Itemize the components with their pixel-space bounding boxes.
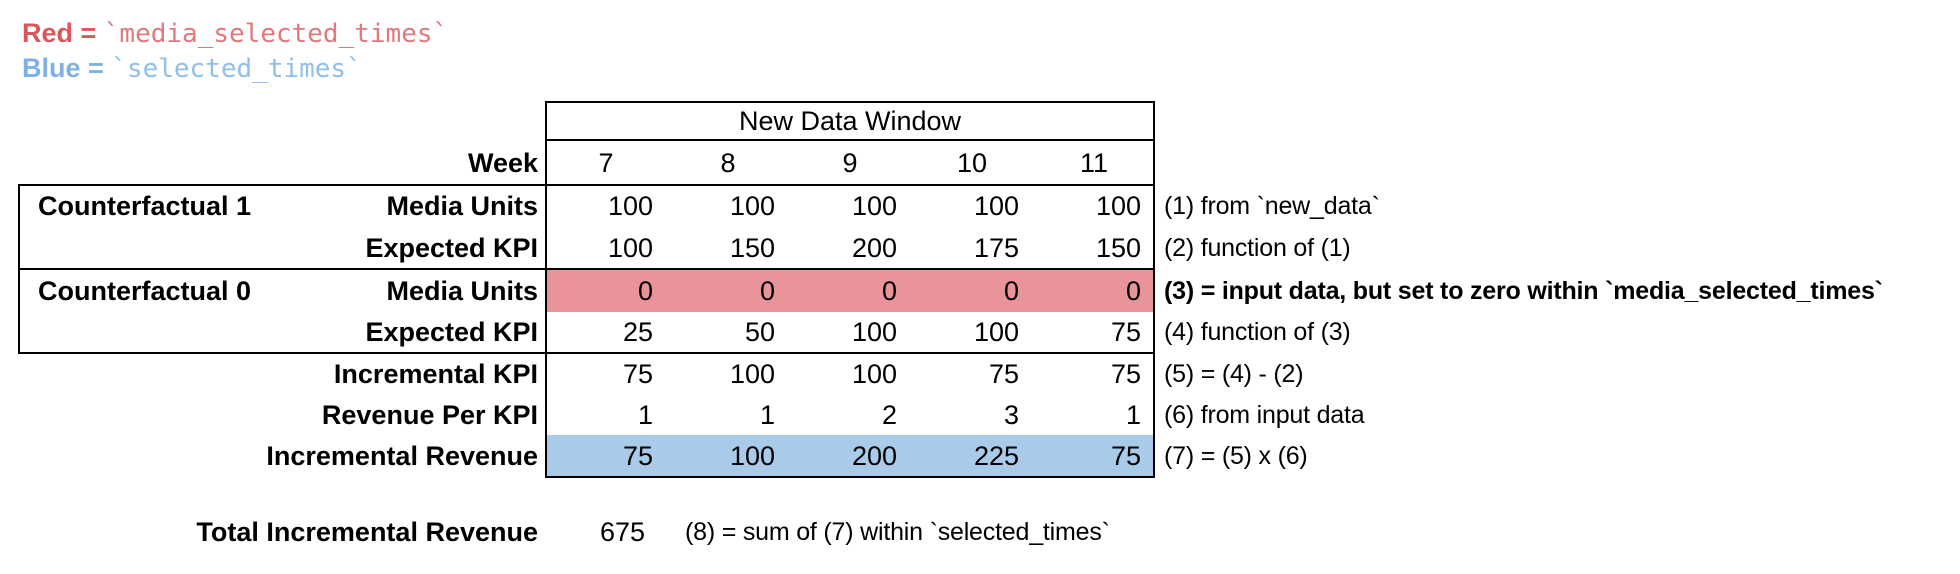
media-selected-times-highlight xyxy=(547,270,1153,312)
row-annotation: (1) from `new_data` xyxy=(1164,192,1380,220)
table-row-media-units-cf1: Counterfactual 1 Media Units 100 100 100… xyxy=(0,185,1960,227)
group-label: Counterfactual 0 xyxy=(38,276,252,306)
value-cell: 3 xyxy=(1003,400,1019,430)
table-row-incremental-kpi: Incremental KPI 75 100 100 75 75 (5) = (… xyxy=(0,353,1960,395)
value-cell: 75 xyxy=(1110,441,1141,471)
value-cell: 150 xyxy=(729,233,775,263)
week-cell: 8 xyxy=(720,148,736,178)
table-row-incremental-revenue: Incremental Revenue 75 100 200 225 75 (7… xyxy=(0,435,1960,477)
value-cell: 75 xyxy=(1110,359,1141,389)
table-row-revenue-per-kpi: Revenue Per KPI 1 1 2 3 1 (6) from input… xyxy=(0,394,1960,436)
value-cell: 0 xyxy=(1003,276,1019,306)
row-label: Incremental Revenue xyxy=(266,441,538,471)
week-label: Week xyxy=(467,148,538,178)
value-cell: 0 xyxy=(1125,276,1141,306)
row-label: Media Units xyxy=(386,276,538,306)
table-row-expected-kpi-cf0: Expected KPI 25 50 100 100 75 (4) functi… xyxy=(0,311,1960,353)
value-cell: 75 xyxy=(1110,317,1141,347)
value-cell: 100 xyxy=(607,233,653,263)
value-cell: 1 xyxy=(759,400,775,430)
total-label: Total Incremental Revenue xyxy=(196,517,538,547)
value-cell: 175 xyxy=(973,233,1019,263)
value-cell: 150 xyxy=(1095,233,1141,263)
legend-red-label: Red = xyxy=(22,18,104,48)
header-divider xyxy=(545,139,1155,141)
value-cell: 0 xyxy=(881,276,897,306)
value-cell: 100 xyxy=(851,317,897,347)
row-annotation: (7) = (5) x (6) xyxy=(1164,442,1308,470)
value-cell: 100 xyxy=(729,191,775,221)
value-cell: 75 xyxy=(622,441,653,471)
value-cell: 100 xyxy=(1095,191,1141,221)
value-cell: 75 xyxy=(988,359,1019,389)
total-annotation: (8) = sum of (7) within `selected_times` xyxy=(685,518,1110,546)
value-cell: 200 xyxy=(851,233,897,263)
row-annotation: (2) function of (1) xyxy=(1164,234,1351,262)
value-cell: 2 xyxy=(881,400,897,430)
value-cell: 100 xyxy=(851,191,897,221)
table-row-media-units-cf0: Counterfactual 0 Media Units 0 0 0 0 0 (… xyxy=(0,270,1960,312)
row-label: Media Units xyxy=(386,191,538,221)
week-cell: 7 xyxy=(598,148,614,178)
value-cell: 100 xyxy=(607,191,653,221)
legend-blue-label: Blue = xyxy=(22,53,112,83)
selected-times-highlight xyxy=(547,435,1153,476)
week-cell: 10 xyxy=(956,148,988,178)
week-cell: 11 xyxy=(1079,148,1109,178)
counterfactual-0-box xyxy=(18,270,1155,354)
week-cell: 9 xyxy=(842,148,858,178)
value-cell: 50 xyxy=(744,317,775,347)
row-annotation: (4) function of (3) xyxy=(1164,318,1351,346)
table-header: New Data Window xyxy=(738,106,962,136)
value-cell: 0 xyxy=(637,276,653,306)
value-cell: 200 xyxy=(851,441,897,471)
legend-blue-code: `selected_times` xyxy=(111,54,362,84)
value-cell: 100 xyxy=(973,191,1019,221)
total-value: 675 xyxy=(599,517,645,547)
week-row: Week 7 8 9 10 11 xyxy=(0,142,1960,184)
group-label: Counterfactual 1 xyxy=(38,191,252,221)
row-annotation: (3) = input data, but set to zero within… xyxy=(1164,277,1883,305)
row-label: Expected KPI xyxy=(365,317,538,347)
value-cell: 225 xyxy=(973,441,1019,471)
value-cell: 1 xyxy=(1125,400,1141,430)
value-cell: 100 xyxy=(729,441,775,471)
row-annotation: (5) = (4) - (2) xyxy=(1164,360,1304,388)
value-cell: 100 xyxy=(851,359,897,389)
value-cell: 100 xyxy=(729,359,775,389)
row-annotation: (6) from input data xyxy=(1164,401,1365,429)
value-cell: 25 xyxy=(622,317,653,347)
total-row: Total Incremental Revenue 675 (8) = sum … xyxy=(0,514,1960,550)
value-cell: 75 xyxy=(622,359,653,389)
value-cell: 1 xyxy=(637,400,653,430)
row-label: Incremental KPI xyxy=(333,359,538,389)
legend-red-line: Red = `media_selected_times` xyxy=(22,16,448,51)
counterfactual-1-box xyxy=(18,184,1155,270)
row-label: Expected KPI xyxy=(365,233,538,263)
value-cell: 100 xyxy=(973,317,1019,347)
legend-red-code: `media_selected_times` xyxy=(103,19,449,49)
table-row-expected-kpi-cf1: Expected KPI 100 150 200 175 150 (2) fun… xyxy=(0,227,1960,269)
legend-blue-line: Blue = `selected_times` xyxy=(22,51,362,86)
row-label: Revenue Per KPI xyxy=(321,400,538,430)
value-cell: 0 xyxy=(759,276,775,306)
